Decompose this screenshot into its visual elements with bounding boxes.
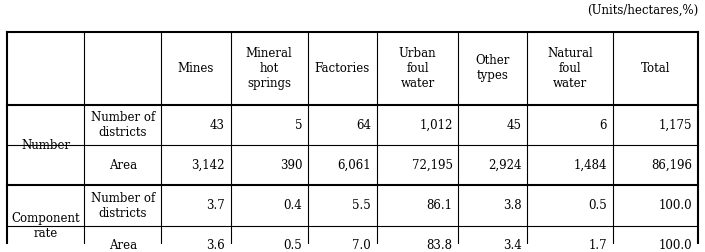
Text: 3.8: 3.8 (503, 199, 522, 212)
Text: 83.8: 83.8 (427, 239, 453, 252)
Text: Mineral
hot
springs: Mineral hot springs (246, 47, 293, 90)
Text: 1,175: 1,175 (658, 119, 692, 132)
Text: 0.5: 0.5 (588, 199, 607, 212)
Text: 390: 390 (280, 159, 302, 172)
Text: 45: 45 (507, 119, 522, 132)
Text: (Units/hectares,%): (Units/hectares,%) (587, 4, 698, 17)
Text: 3.4: 3.4 (503, 239, 522, 252)
Text: Number of
districts: Number of districts (91, 111, 155, 139)
Text: 86.1: 86.1 (427, 199, 453, 212)
Text: 72,195: 72,195 (412, 159, 453, 172)
Text: 5: 5 (295, 119, 302, 132)
Text: 6: 6 (599, 119, 607, 132)
Text: 3,142: 3,142 (192, 159, 225, 172)
Text: Area: Area (109, 159, 137, 172)
Text: Number: Number (21, 139, 70, 152)
Text: Mines: Mines (178, 62, 214, 75)
Text: 5.5: 5.5 (352, 199, 372, 212)
Text: 1.7: 1.7 (589, 239, 607, 252)
Text: Factories: Factories (314, 62, 370, 75)
Text: Component
rate: Component rate (11, 212, 80, 240)
Text: Total: Total (641, 62, 670, 75)
Text: 1,484: 1,484 (573, 159, 607, 172)
Text: 7.0: 7.0 (352, 239, 372, 252)
Text: Other
types: Other types (476, 54, 510, 82)
Text: Area: Area (109, 239, 137, 252)
Text: 3.6: 3.6 (206, 239, 225, 252)
Text: 3.7: 3.7 (206, 199, 225, 212)
Text: 86,196: 86,196 (651, 159, 692, 172)
Text: 43: 43 (210, 119, 225, 132)
Text: 0.4: 0.4 (283, 199, 302, 212)
Text: 0.5: 0.5 (283, 239, 302, 252)
Text: 100.0: 100.0 (658, 239, 692, 252)
Text: 1,012: 1,012 (419, 119, 453, 132)
Text: Natural
foul
water: Natural foul water (547, 47, 593, 90)
Text: 6,061: 6,061 (338, 159, 372, 172)
Text: 100.0: 100.0 (658, 199, 692, 212)
Text: 64: 64 (356, 119, 372, 132)
Text: 2,924: 2,924 (488, 159, 522, 172)
Text: Number of
districts: Number of districts (91, 192, 155, 219)
Text: Urban
foul
water: Urban foul water (399, 47, 436, 90)
